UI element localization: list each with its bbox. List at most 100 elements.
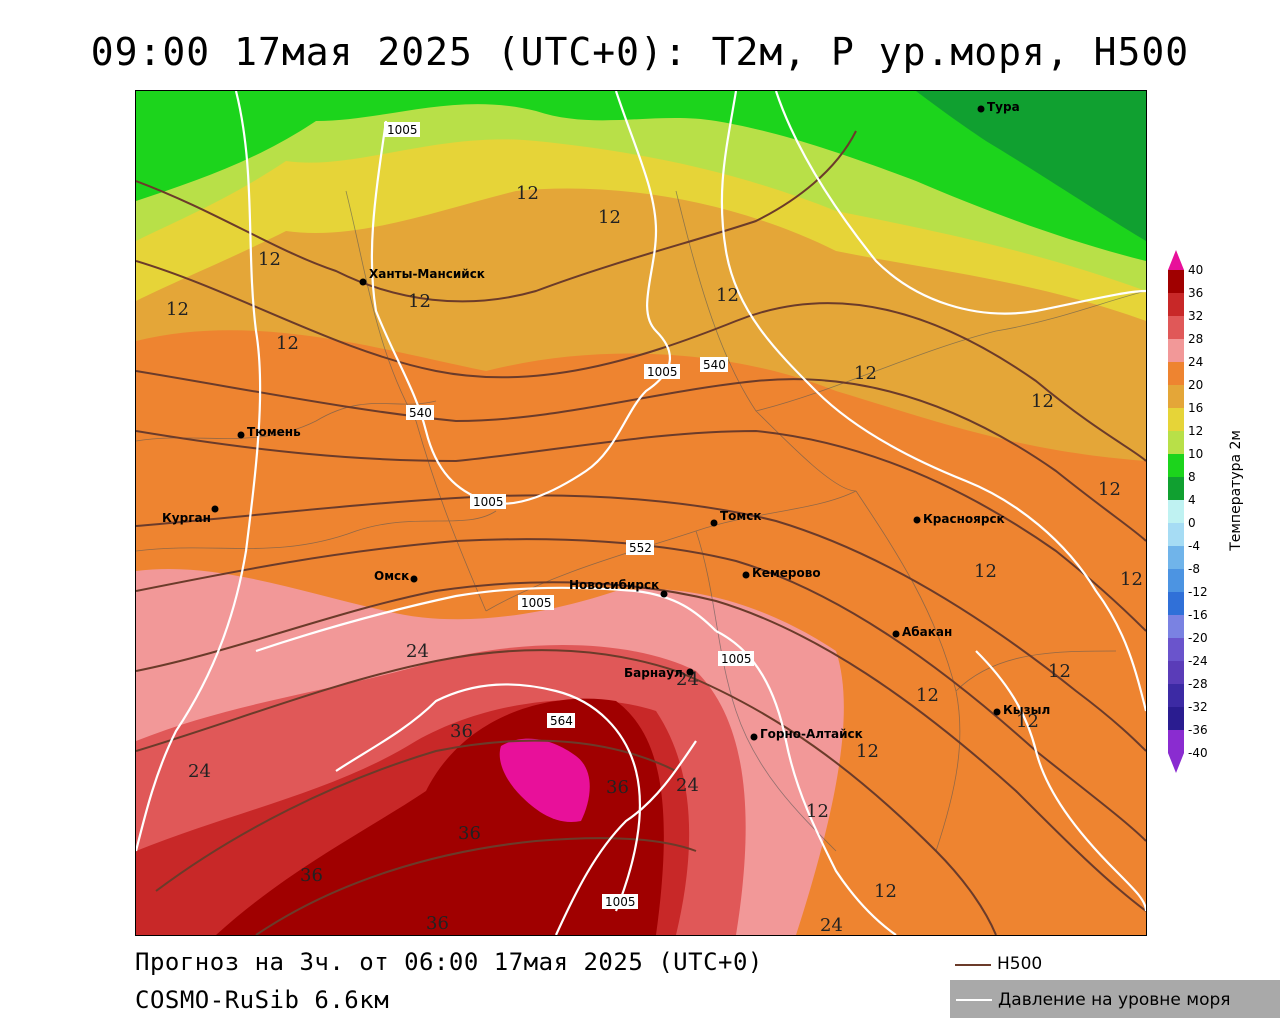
legend-value: -24 [1188,654,1208,668]
h500-label: 540 [409,406,432,420]
legend-value: -16 [1188,608,1208,622]
cities: Тура Ханты-Мансийск Тюмень Курган Омск Н… [162,100,1050,741]
legend-value: -12 [1188,585,1208,599]
legend-value: 32 [1188,309,1203,323]
legend-swatch [1168,661,1184,684]
legend-value: 28 [1188,332,1203,346]
legend-swatch [1168,500,1184,523]
legend-value: -4 [1188,539,1200,553]
legend-value: -8 [1188,562,1200,576]
city-label: Горно-Алтайск [760,727,863,741]
legend-value: 40 [1188,263,1203,277]
legend-swatch [1168,592,1184,615]
legend-swatch [1168,293,1184,316]
isotherm-label: 12 [1098,479,1121,500]
legend-title: Температура 2м [1228,430,1244,551]
isotherm-label: 24 [188,761,211,782]
legend-swatch [1168,730,1184,753]
isotherm-label: 12 [166,299,189,320]
city-label: Курган [162,511,211,525]
isobar-label: 1005 [605,895,636,909]
legend-swatch [1168,316,1184,339]
legend-swatch [1168,615,1184,638]
isotherm-label: 12 [598,207,621,228]
city-label: Омск [374,569,409,583]
legend-value: 16 [1188,401,1203,415]
region-borders [136,190,1146,852]
h500-legend-label: H500 [997,954,1043,974]
city-marker [892,630,900,638]
legend-swatch [1168,477,1184,500]
forecast-map: 1005 1005 1005 1005 1005 1005 540 540 55… [135,90,1147,936]
isotherm-label: 12 [974,561,997,582]
temp-band-8 [136,91,1146,261]
city-marker [211,505,219,513]
city-marker [742,571,750,579]
isotherm-label: 36 [458,823,481,844]
legend-swatch [1168,385,1184,408]
legend-swatch [1168,569,1184,592]
city-marker [977,105,985,113]
h500-line-swatch [955,964,991,966]
h500-label: 540 [703,358,726,372]
city-label: Абакан [902,625,952,639]
legend-swatch [1168,454,1184,477]
isotherm-label: 24 [820,915,843,935]
legend-value: 12 [1188,424,1203,438]
legend-swatch [1168,684,1184,707]
h500-legend: H500 [955,954,1155,976]
pressure-legend: Давление на уровне моря [950,980,1280,1018]
h500-contours [136,130,1146,935]
isotherm-label: 12 [1120,569,1143,590]
isotherm-label: 24 [676,669,699,690]
temp-band-4-north [916,91,1146,241]
legend-swatch [1168,546,1184,569]
isotherm-label: 12 [916,685,939,706]
city-label: Тюмень [247,425,301,439]
isotherm-label: 36 [300,865,323,886]
legend-swatch [1168,339,1184,362]
isobar-label: 1005 [647,365,678,379]
legend-value: 0 [1188,516,1196,530]
legend-value: -20 [1188,631,1208,645]
forecast-info: Прогноз на 3ч. от 06:00 17мая 2025 (UTC+… [135,948,763,976]
legend-arrow-bottom [1168,753,1184,773]
h500-label: 564 [550,714,573,728]
pressure-isobars [136,91,1146,935]
isotherm-label: 24 [676,775,699,796]
city-marker [237,431,245,439]
pressure-legend-label: Давление на уровне моря [998,990,1231,1010]
city-label: Кемерово [752,566,821,580]
legend-swatch [1168,523,1184,546]
legend-value: -40 [1188,746,1208,760]
isobar-label: 1005 [521,596,552,610]
legend-swatch [1168,362,1184,385]
city-marker [686,668,694,676]
isobar-label: 1005 [721,652,752,666]
city-marker [750,733,758,741]
city-label: Новосибирск [569,578,659,592]
city-label: Томск [720,509,762,523]
legend-value: 4 [1188,493,1196,507]
legend-value: 24 [1188,355,1203,369]
model-info: COSMO-RuSib 6.6км [135,986,390,1014]
city-marker [710,519,718,527]
isobar-label: 1005 [473,495,504,509]
city-label: Кызыл [1003,703,1050,717]
isotherm-label: 36 [426,913,449,934]
isotherm-label: 12 [856,741,879,762]
h500-labels: 540 540 552 564 [406,357,728,728]
isobar-label: 1005 [387,123,418,137]
legend-value: -32 [1188,700,1208,714]
isotherm-label: 24 [406,641,429,662]
city-label: Красноярск [923,512,1005,526]
isobar-labels: 1005 1005 1005 1005 1005 1005 [384,122,754,909]
legend-value: -28 [1188,677,1208,691]
isotherm-label: 36 [450,721,473,742]
legend-arrow-top [1168,250,1184,270]
city-label: Тура [987,100,1020,114]
city-marker [993,708,1001,716]
isotherm-label: 12 [716,285,739,306]
legend-swatch [1168,707,1184,730]
isotherm-label: 12 [258,249,281,270]
